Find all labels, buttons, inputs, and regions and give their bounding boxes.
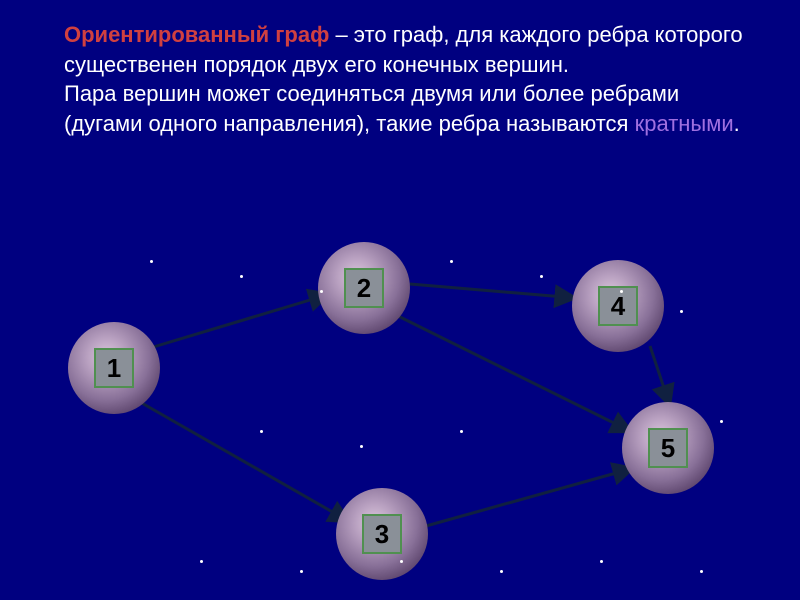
decorative-dot [540,275,543,278]
decorative-dot [200,560,203,563]
def-part2a: Пара вершин может соединяться двумя или … [64,81,679,136]
edge-4-5 [650,346,670,406]
edge-1-3 [140,402,350,522]
decorative-dot [360,445,363,448]
node-label-1: 1 [94,348,134,388]
def-part2b: . [734,111,740,136]
decorative-dot [700,570,703,573]
multiple-term: кратными [635,111,734,136]
node-2: 2 [318,242,410,334]
decorative-dot [300,570,303,573]
decorative-dot [400,560,403,563]
decorative-dot [500,570,503,573]
node-4: 4 [572,260,664,352]
edge-3-5 [426,468,634,526]
definition-text: Ориентированный граф – это граф, для каж… [64,20,744,139]
term: Ориентированный граф [64,22,329,47]
node-label-2: 2 [344,268,384,308]
node-1: 1 [68,322,160,414]
decorative-dot [720,420,723,423]
decorative-dot [320,290,323,293]
decorative-dot [260,430,263,433]
node-label-3: 3 [362,514,402,554]
decorative-dot [620,290,623,293]
decorative-dot [240,275,243,278]
decorative-dot [600,560,603,563]
node-label-4: 4 [598,286,638,326]
decorative-dot [460,430,463,433]
decorative-dot [150,260,153,263]
decorative-dot [680,310,683,313]
node-3: 3 [336,488,428,580]
node-5: 5 [622,402,714,494]
node-label-5: 5 [648,428,688,468]
edge-1-2 [150,294,330,348]
edge-2-4 [410,284,576,298]
graph-diagram: 1 2 3 4 5 [0,230,800,600]
decorative-dot [450,260,453,263]
